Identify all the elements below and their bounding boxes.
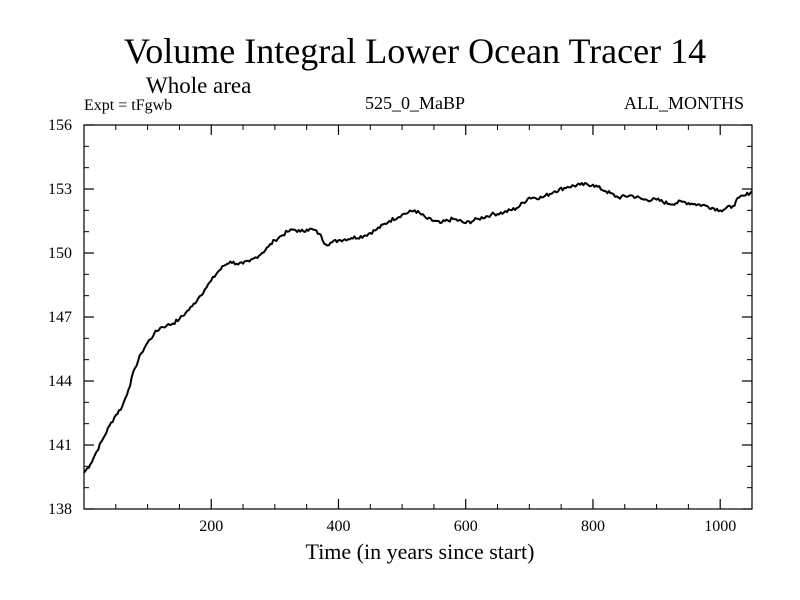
chart-subtitle: Whole area [146, 73, 252, 98]
x-tick-label: 400 [326, 518, 350, 535]
y-tick-label: 141 [48, 437, 72, 454]
y-tick-label: 138 [48, 501, 72, 518]
chart-title: Volume Integral Lower Ocean Tracer 14 [123, 31, 707, 71]
center-label: 525_0_MaBP [365, 93, 466, 113]
y-axis-ticks: 138 141 144 147 150 153 156 [48, 117, 752, 518]
x-axis-label: Time (in years since start) [305, 539, 535, 564]
y-tick-label: 147 [48, 309, 72, 326]
y-tick-label: 144 [48, 373, 72, 390]
y-tick-label: 150 [48, 245, 72, 262]
x-tick-label: 200 [199, 518, 223, 535]
x-tick-label: 1000 [704, 518, 736, 535]
x-tick-label: 800 [581, 518, 605, 535]
series-line [83, 182, 753, 474]
y-tick-label: 153 [48, 181, 72, 198]
x-axis-ticks: 200 400 600 800 1000 [199, 125, 736, 535]
plot-frame [83, 124, 753, 510]
x-tick-label: 600 [454, 518, 478, 535]
months-label: ALL_MONTHS [624, 93, 744, 113]
y-tick-label: 156 [48, 117, 72, 134]
minor-ticks [84, 125, 752, 509]
experiment-label: Expt = tFgwb [84, 97, 173, 114]
